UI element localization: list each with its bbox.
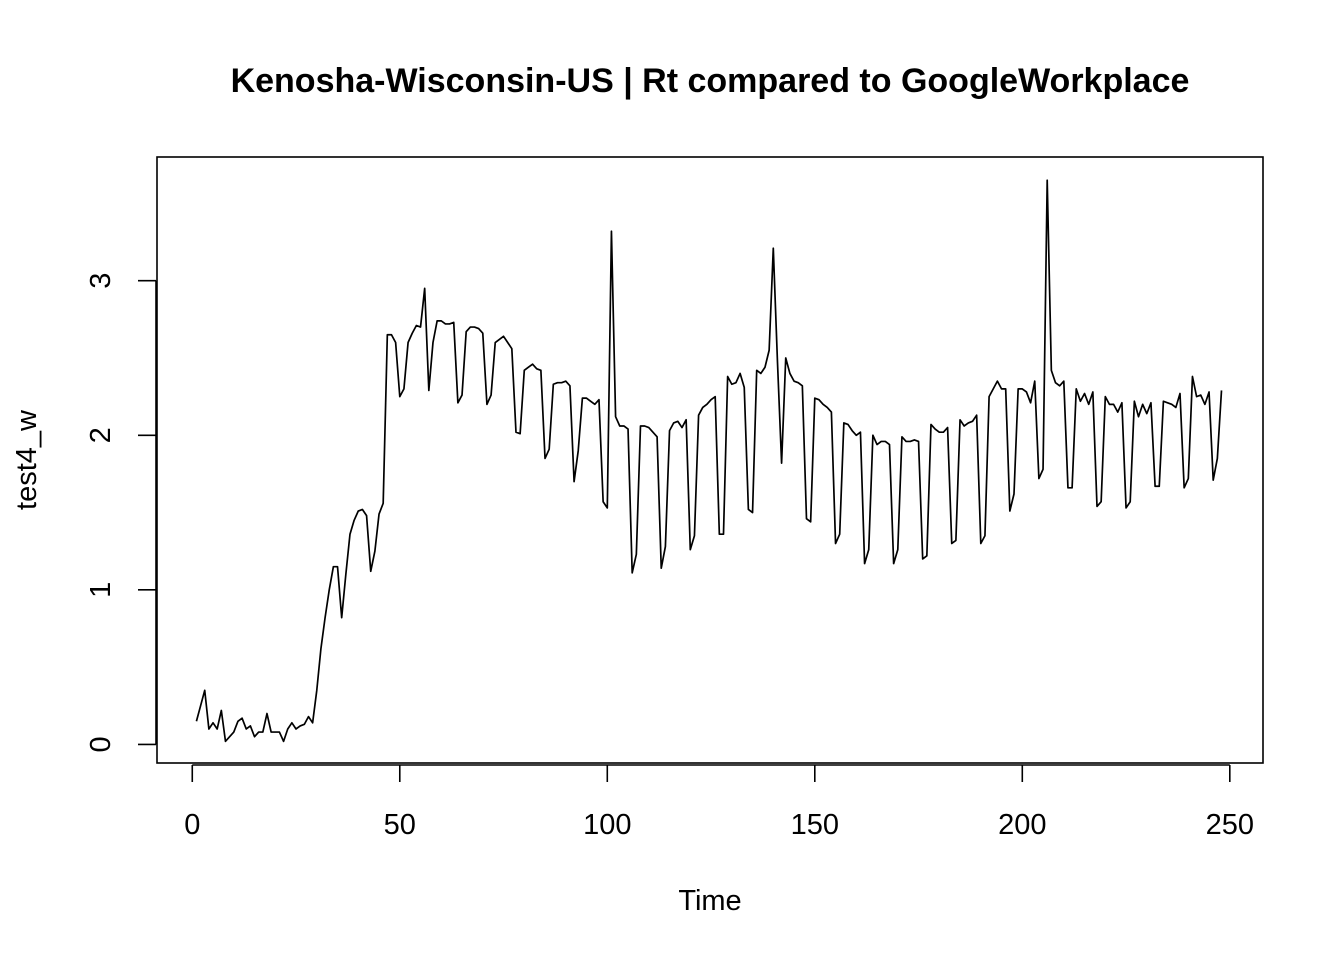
- x-tick-label-150: 150: [791, 809, 839, 841]
- y-tick-label-2: 2: [85, 427, 117, 443]
- y-tick-label-3: 3: [85, 273, 117, 289]
- plot-frame: [156, 156, 1264, 764]
- x-tick-label-100: 100: [583, 809, 631, 841]
- y-axis-label: test4_w: [11, 409, 43, 510]
- x-axis-label: Time: [678, 885, 741, 917]
- y-tick-label-0: 0: [85, 736, 117, 752]
- x-tick-label-50: 50: [384, 809, 416, 841]
- x-tick-label-0: 0: [184, 809, 200, 841]
- y-axis: 0 1 2 3: [85, 273, 157, 753]
- chart-title: Kenosha-Wisconsin-US | Rt compared to Go…: [231, 62, 1190, 100]
- series-line-test4-w: [195, 179, 1223, 743]
- x-axis: 0 50 100 150 200 250: [184, 764, 1254, 841]
- x-tick-label-200: 200: [998, 809, 1046, 841]
- y-tick-label-1: 1: [85, 582, 117, 598]
- x-tick-label-250: 250: [1206, 809, 1254, 841]
